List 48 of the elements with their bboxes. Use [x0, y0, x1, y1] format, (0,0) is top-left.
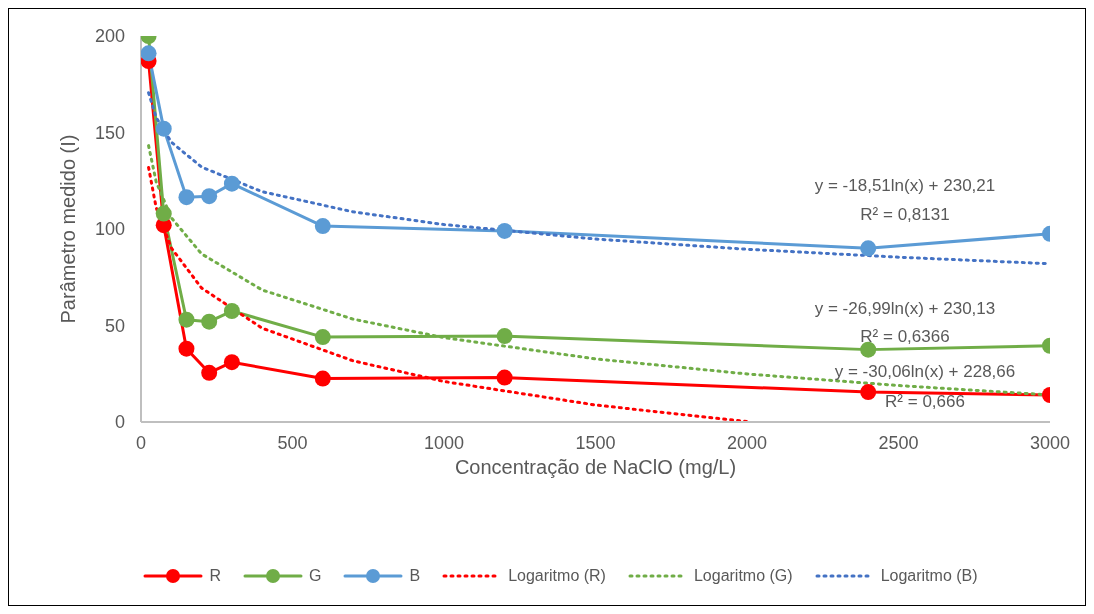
- point: [178, 340, 195, 357]
- point: [314, 218, 331, 235]
- annotation: y = -30,06ln(x) + 228,66: [834, 362, 1016, 382]
- line-series: [147, 91, 1050, 266]
- point: [860, 384, 877, 401]
- x-tick-label: 3000: [1029, 432, 1071, 453]
- x-tick-label: 0: [135, 432, 147, 453]
- x-axis-title: Concentração de NaClO (mg/L): [454, 456, 737, 478]
- annotation: R² = 0,8131: [860, 205, 950, 225]
- point: [178, 311, 195, 328]
- legend-label: R: [208, 567, 221, 585]
- point: [223, 354, 240, 371]
- point: [223, 303, 240, 320]
- point: [141, 45, 157, 62]
- point: [155, 205, 172, 222]
- y-tick-label: 200: [94, 26, 125, 47]
- point: [314, 329, 331, 346]
- y-tick-label: 150: [94, 122, 125, 143]
- annotation: y = -26,99ln(x) + 230,13: [814, 299, 996, 319]
- y-tick-label: 0: [114, 412, 125, 433]
- point: [496, 328, 513, 345]
- legend-label: G: [308, 567, 322, 585]
- annotation: R² = 0,6366: [860, 327, 950, 347]
- x-tick-label: 1000: [423, 432, 465, 453]
- point: [496, 369, 513, 386]
- annotation: R² = 0,666: [885, 392, 965, 412]
- legend-label: Logaritmo (G): [692, 567, 793, 585]
- x-tick-label: 2000: [726, 432, 768, 453]
- point: [201, 313, 218, 330]
- legend-label: B: [408, 567, 421, 585]
- x-tick-label: 2500: [878, 432, 919, 453]
- point: [314, 370, 331, 387]
- x-tick-label: 500: [277, 432, 308, 453]
- point: [223, 175, 240, 192]
- y-tick-label: 100: [94, 219, 125, 240]
- point: [860, 240, 877, 257]
- point: [201, 364, 218, 381]
- point: [178, 189, 195, 206]
- x-tick-label: 1500: [575, 432, 616, 453]
- point: [860, 341, 877, 358]
- point: [155, 120, 172, 137]
- point: [201, 188, 218, 205]
- point: [496, 222, 513, 239]
- legend-label: Logaritmo (B): [879, 567, 978, 585]
- legend-label: Logaritmo (R): [507, 567, 606, 585]
- y-axis-title: Parâmetro medido (I): [57, 134, 80, 324]
- y-tick-label: 50: [104, 315, 125, 336]
- annotation: y = -18,51ln(x) + 230,21: [814, 176, 996, 196]
